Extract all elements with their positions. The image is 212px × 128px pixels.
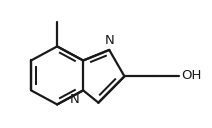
Text: N: N: [70, 93, 80, 106]
Text: OH: OH: [181, 69, 202, 82]
Text: N: N: [104, 34, 114, 47]
